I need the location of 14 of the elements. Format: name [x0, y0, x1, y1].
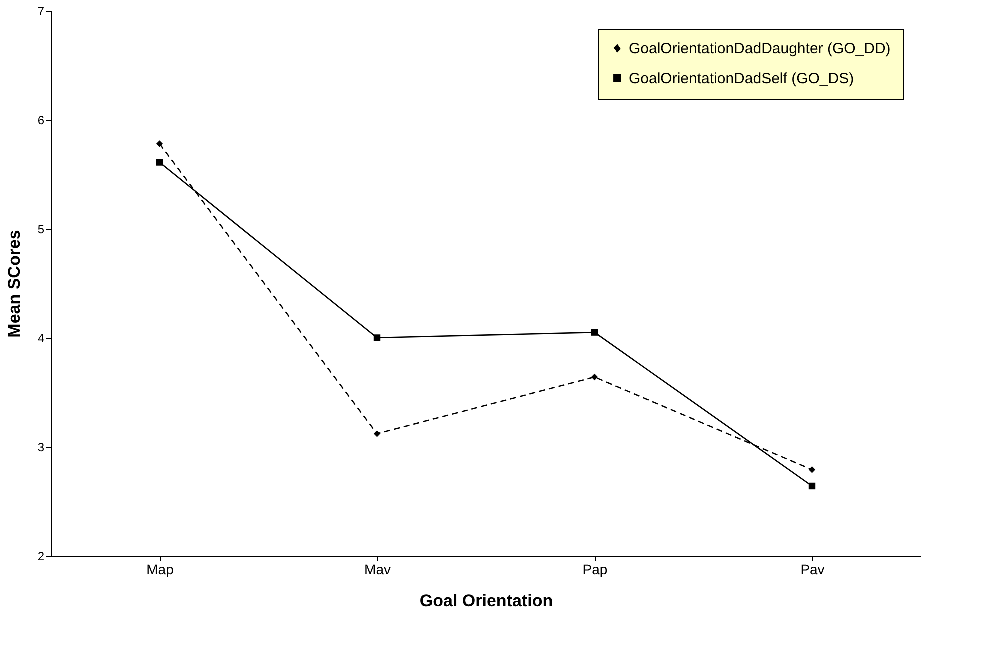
- y-tick-label: 2: [38, 550, 45, 564]
- y-axis-title: Mean SCores: [4, 230, 24, 338]
- x-tick-label: Mav: [364, 562, 391, 578]
- x-tick-label: Map: [146, 562, 174, 578]
- y-tick-label: 7: [38, 4, 45, 18]
- y-tick-label: 6: [38, 114, 45, 128]
- x-tick-label: Pap: [582, 562, 608, 578]
- y-tick-label: 4: [38, 332, 45, 346]
- y-tick-label: 5: [38, 222, 45, 236]
- x-tick-label: Pav: [800, 562, 825, 578]
- legend-label: GoalOrientationDadSelf (GO_DS): [629, 70, 854, 88]
- legend-label: GoalOrientationDadDaughter (GO_DD): [629, 40, 891, 58]
- y-tick-label: 3: [38, 440, 45, 454]
- x-axis-title: Goal Orientation: [420, 592, 554, 610]
